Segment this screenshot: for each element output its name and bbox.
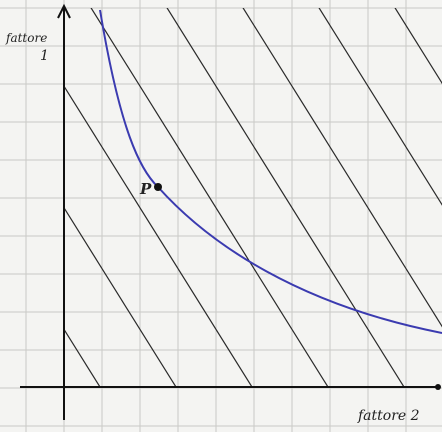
- point-label: P: [139, 180, 152, 198]
- point-p: [154, 183, 162, 191]
- y-axis-label-line2: 1: [40, 48, 49, 64]
- x-axis-end: [435, 384, 441, 390]
- diagram: P fattore 1 fattore 2: [0, 0, 442, 432]
- y-axis-label-line1: fattore: [5, 31, 47, 45]
- x-axis-label: fattore 2: [357, 408, 420, 424]
